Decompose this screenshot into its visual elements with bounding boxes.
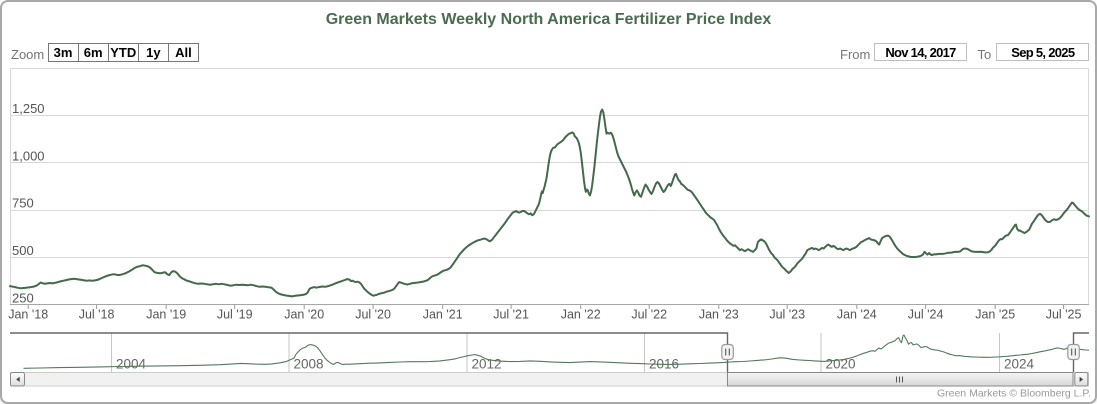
svg-text:1,250: 1,250 <box>12 101 45 116</box>
svg-text:Jul '25: Jul '25 <box>1046 308 1082 322</box>
svg-text:Jul '20: Jul '20 <box>355 308 391 322</box>
svg-text:Jul '24: Jul '24 <box>908 308 944 322</box>
svg-text:Jul '21: Jul '21 <box>493 308 529 322</box>
svg-text:Jan '23: Jan '23 <box>699 308 739 322</box>
svg-text:2008: 2008 <box>294 357 324 372</box>
svg-text:Jan '24: Jan '24 <box>837 308 877 322</box>
svg-text:Green Markets © Bloomberg L.P.: Green Markets © Bloomberg L.P. <box>937 388 1091 400</box>
svg-text:2004: 2004 <box>116 357 147 372</box>
svg-text:500: 500 <box>12 243 34 258</box>
svg-text:Jan '19: Jan '19 <box>146 308 186 322</box>
svg-text:2024: 2024 <box>1004 357 1035 372</box>
svg-text:Jan '20: Jan '20 <box>284 308 324 322</box>
svg-text:Jan '18: Jan '18 <box>8 308 48 322</box>
svg-text:Jul '18: Jul '18 <box>79 308 115 322</box>
svg-text:Jul '19: Jul '19 <box>217 308 253 322</box>
svg-text:Jul '23: Jul '23 <box>769 308 805 322</box>
svg-text:Jan '21: Jan '21 <box>423 308 463 322</box>
svg-text:250: 250 <box>12 291 34 306</box>
svg-text:2020: 2020 <box>826 357 856 372</box>
svg-text:750: 750 <box>12 196 34 211</box>
svg-text:1,000: 1,000 <box>12 148 45 163</box>
svg-text:Jul '22: Jul '22 <box>631 308 667 322</box>
svg-text:Jan '25: Jan '25 <box>975 308 1015 322</box>
svg-text:Jan '22: Jan '22 <box>561 308 601 322</box>
